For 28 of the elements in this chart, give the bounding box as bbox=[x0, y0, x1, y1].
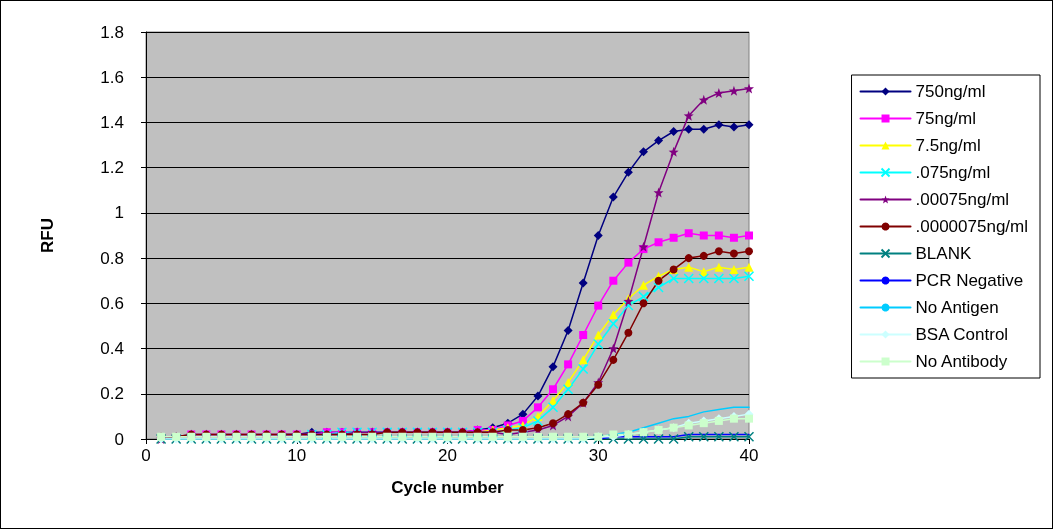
x-tick-label: 0 bbox=[141, 446, 151, 465]
x-tick-label: 20 bbox=[438, 446, 457, 465]
y-tick-label: 1 bbox=[114, 203, 124, 223]
legend-label: .0000075ng/ml bbox=[915, 217, 1029, 236]
legend-label: BLANK bbox=[915, 244, 972, 263]
y-tick-label: 0.8 bbox=[100, 248, 124, 268]
y-tick-label: 0.2 bbox=[100, 384, 124, 404]
y-tick-label: 1.6 bbox=[100, 67, 124, 87]
legend-label: 75ng/ml bbox=[915, 109, 977, 128]
legend-label: .00075ng/ml bbox=[915, 190, 1010, 209]
legend-label: No Antibody bbox=[915, 352, 1008, 371]
y-tick-label: 1.8 bbox=[100, 22, 124, 42]
legend-label: No Antigen bbox=[915, 298, 999, 317]
legend-label: 7.5ng/ml bbox=[915, 136, 981, 155]
y-tick-label: 0.4 bbox=[100, 339, 124, 359]
y-axis-title: RFU bbox=[38, 218, 57, 253]
x-axis-title: Cycle number bbox=[391, 478, 505, 497]
legend-label: .075ng/ml bbox=[915, 163, 991, 182]
y-tick-label: 0 bbox=[114, 429, 124, 449]
legend-label: 750ng/ml bbox=[915, 82, 986, 101]
x-tick-label: 40 bbox=[739, 446, 759, 465]
y-tick-label: 1.4 bbox=[100, 112, 124, 132]
y-tick-label: 1.2 bbox=[100, 158, 124, 178]
legend-label: PCR Negative bbox=[915, 271, 1024, 290]
x-tick-label: 10 bbox=[287, 446, 307, 465]
x-tick-label: 30 bbox=[588, 446, 608, 465]
legend-label: BSA Control bbox=[915, 325, 1009, 344]
y-tick-label: 0.6 bbox=[100, 293, 124, 313]
